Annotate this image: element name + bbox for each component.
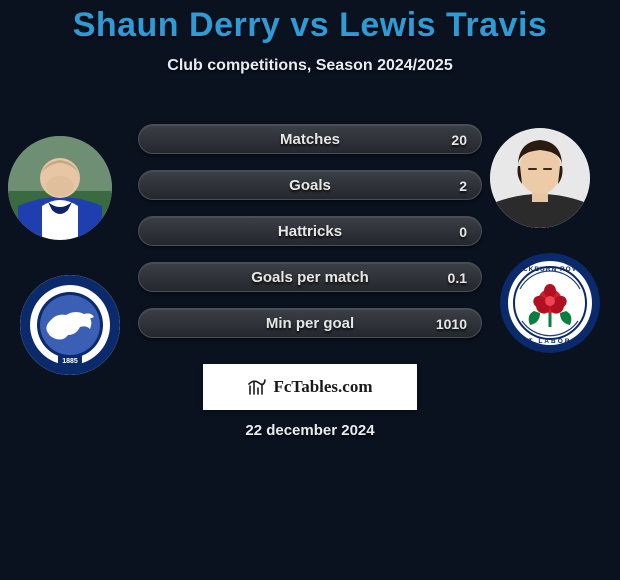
stat-bars: Matches 20 Goals 2 Hattricks 0 Goals per…	[138, 124, 482, 354]
stat-bar: Hattricks 0	[138, 216, 482, 246]
svg-text:ET LABORE: ET LABORE	[522, 338, 578, 345]
attribution-badge: FcTables.com	[203, 364, 417, 410]
stat-right-value: 1010	[436, 309, 467, 337]
stat-right-value: 0	[459, 217, 467, 245]
stat-label: Matches	[139, 125, 481, 153]
stat-right-value: 2	[459, 171, 467, 199]
stat-label: Goals per match	[139, 263, 481, 291]
player-left-club-badge: 1885	[20, 275, 120, 375]
stat-bar: Goals 2	[138, 170, 482, 200]
stat-bar: Matches 20	[138, 124, 482, 154]
attribution-text: FcTables.com	[273, 377, 372, 397]
player-right-avatar	[490, 128, 590, 228]
player-left-avatar	[8, 136, 112, 240]
stat-label: Goals	[139, 171, 481, 199]
player-right-club-badge: BLACKBURN ROVERS ET LABORE	[500, 253, 600, 353]
svg-text:1885: 1885	[62, 358, 78, 365]
page-title: Shaun Derry vs Lewis Travis	[0, 6, 620, 45]
stat-right-value: 0.1	[448, 263, 467, 291]
subtitle: Club competitions, Season 2024/2025	[0, 57, 620, 75]
fctables-icon	[247, 377, 267, 397]
stat-label: Min per goal	[139, 309, 481, 337]
date-label: 22 december 2024	[0, 422, 620, 439]
stat-bar: Min per goal 1010	[138, 308, 482, 338]
comparison-card: Shaun Derry vs Lewis Travis Club competi…	[0, 0, 620, 580]
stat-right-value: 20	[451, 125, 467, 153]
stat-label: Hattricks	[139, 217, 481, 245]
svg-text:BLACKBURN ROVERS: BLACKBURN ROVERS	[507, 266, 594, 273]
stat-bar: Goals per match 0.1	[138, 262, 482, 292]
